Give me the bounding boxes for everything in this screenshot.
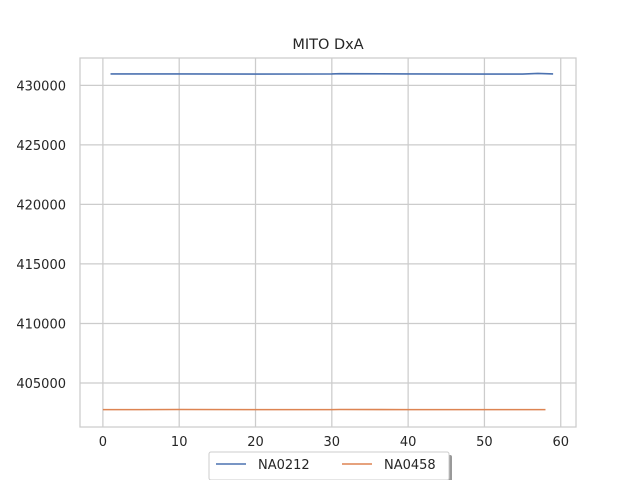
legend-box	[208, 451, 450, 480]
legend-label: NA0458	[384, 458, 436, 473]
x-tick-label: 0	[99, 435, 107, 450]
x-tick-label: 50	[476, 435, 493, 450]
plot-frame	[79, 57, 577, 428]
series-line-NA0212	[110, 72, 554, 75]
y-tick-label: 415000	[16, 258, 66, 273]
x-tick-label: 30	[324, 435, 341, 450]
x-tick-label: 40	[400, 435, 417, 450]
x-tick-label: 20	[247, 435, 264, 450]
y-tick-label: 420000	[16, 198, 66, 213]
legend-label: NA0212	[258, 458, 310, 473]
y-tick-label: 410000	[16, 317, 66, 332]
chart-title: MITO DxA	[292, 37, 363, 53]
y-tick-label: 430000	[16, 79, 66, 94]
x-tick-label: 60	[552, 435, 569, 450]
x-tick-label: 10	[171, 435, 188, 450]
y-tick-label: 425000	[16, 139, 66, 154]
y-tick-label: 405000	[16, 377, 66, 392]
series-lines	[102, 72, 554, 411]
x-axis-ticks: 0 10 20 30 40 50 60	[99, 435, 569, 450]
y-axis-ticks: 405000 410000 415000 420000 425000 430000	[16, 79, 66, 392]
legend: NA0212 NA0458	[208, 451, 452, 480]
grid	[80, 58, 576, 427]
